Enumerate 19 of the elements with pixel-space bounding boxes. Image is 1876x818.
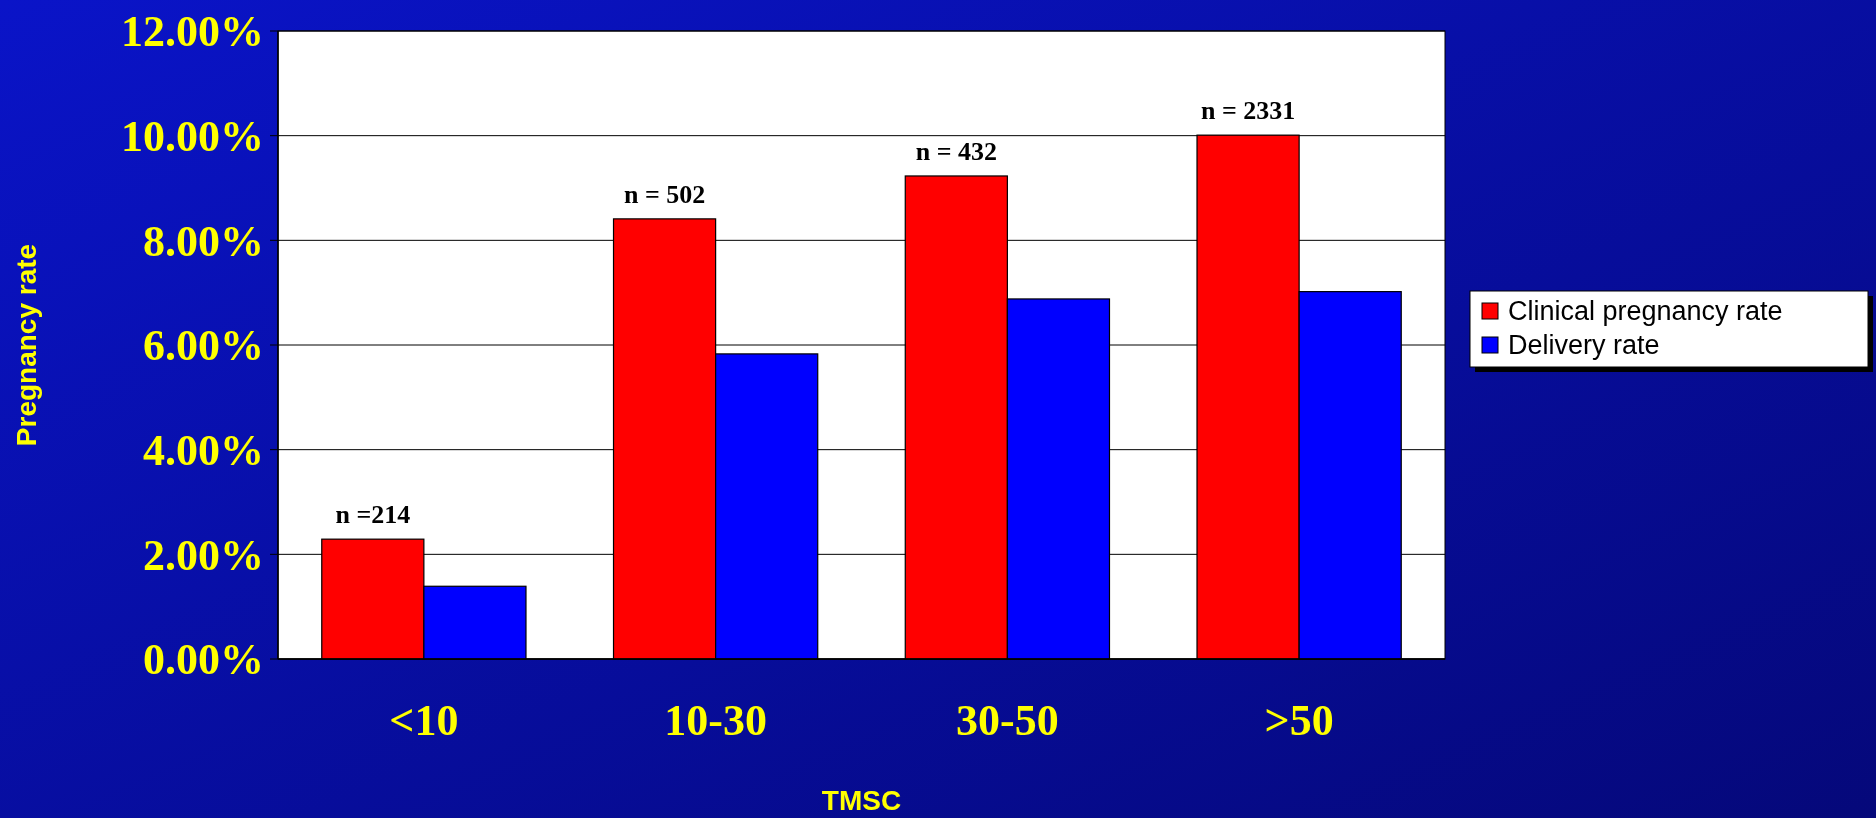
y-tick-label: 0.00% bbox=[143, 635, 264, 685]
annotation: n = 432 bbox=[915, 136, 997, 166]
legend-label: Clinical pregnancy rate bbox=[1508, 296, 1783, 327]
y-axis-title: Pregnancy rate bbox=[11, 243, 42, 447]
y-tick-label: 12.00% bbox=[121, 7, 264, 57]
annotation: n = 502 bbox=[623, 179, 706, 209]
x-tick-label: 10-30 bbox=[664, 696, 767, 745]
y-tick-label: 4.00% bbox=[143, 426, 264, 476]
y-tick-label: 2.00% bbox=[143, 530, 264, 580]
x-tick-label: <10 bbox=[389, 696, 459, 745]
x-tick-label: >50 bbox=[1264, 696, 1334, 745]
y-tick-label: 6.00% bbox=[143, 321, 264, 371]
y-tick-label: 10.00% bbox=[121, 112, 264, 162]
annotation: n =214 bbox=[335, 500, 411, 530]
legend-label: Delivery rate bbox=[1508, 330, 1660, 361]
annotation: n = 2331 bbox=[1200, 96, 1296, 126]
x-axis-title: TMSC bbox=[821, 785, 902, 816]
x-tick-label: 30-50 bbox=[956, 696, 1059, 745]
y-tick-label: 8.00% bbox=[143, 216, 264, 266]
